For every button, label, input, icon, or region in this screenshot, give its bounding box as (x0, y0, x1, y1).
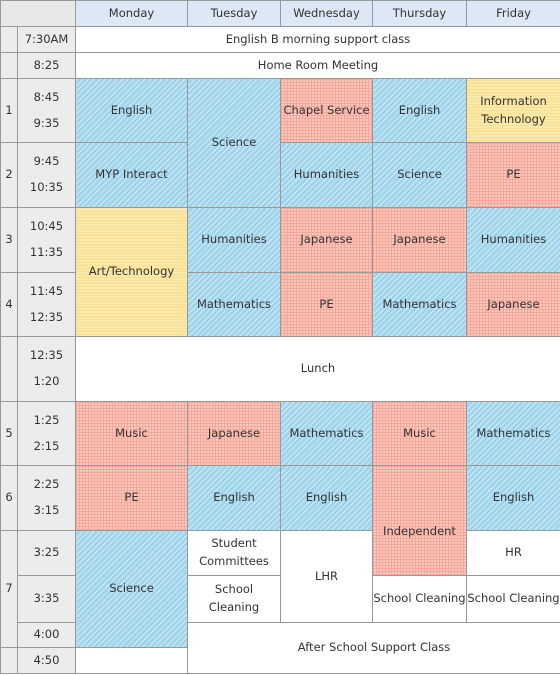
day-header-wednesday: Wednesday (280, 0, 373, 27)
class-cell: PE (280, 272, 373, 337)
class-cell: Science (75, 530, 188, 648)
class-cell: Mathematics (372, 272, 467, 337)
period-number: 6 (0, 465, 18, 531)
period-number: 4 (0, 272, 18, 337)
class-cell: PE (466, 142, 560, 208)
time-label: 3:25 (17, 530, 76, 576)
class-cell: Music (372, 401, 467, 466)
class-cell: Humanities (280, 142, 373, 208)
period-number: 3 (0, 207, 18, 273)
lunch-cell: Lunch (75, 336, 560, 402)
period-label-blank (0, 647, 18, 674)
period-number: 5 (0, 401, 18, 466)
class-cell: HR (466, 530, 560, 576)
end-time: 11:35 (29, 245, 64, 259)
class-cell: Japanese (372, 207, 467, 273)
period-label-blank (0, 336, 18, 402)
class-cell: English (466, 465, 560, 531)
period-label-blank (0, 52, 18, 79)
class-cell: Independent (372, 465, 467, 576)
class-cell: Science (187, 78, 281, 208)
class-cell: Mathematics (466, 401, 560, 466)
class-cell: Mathematics (280, 401, 373, 466)
period-number: 7 (0, 530, 18, 648)
start-time: 9:45 (33, 154, 60, 169)
morning-support-class: English B morning support class (75, 26, 560, 53)
period-time: 2:25 3:15 (17, 465, 76, 531)
class-cell: Student Committees (187, 530, 281, 576)
end-time: 1:20 (33, 374, 60, 388)
start-time: 10:45 (29, 219, 64, 234)
class-cell: Science (372, 142, 467, 208)
start-time: 8:45 (33, 89, 60, 104)
end-time: 3:15 (33, 503, 60, 517)
time-label: 4:50 (17, 647, 76, 674)
start-time: 2:25 (33, 477, 60, 492)
start-time: 12:35 (29, 348, 64, 363)
class-cell: Japanese (466, 272, 560, 337)
time-label: 3:35 (17, 575, 76, 623)
period-label-blank (0, 26, 18, 53)
class-cell: Art/Technology (75, 207, 188, 337)
lunch-time: 12:35 1:20 (17, 336, 76, 402)
time-label: 7:30AM (17, 26, 76, 53)
class-cell: English (187, 465, 281, 531)
class-cell: School Cleaning (372, 575, 467, 623)
end-time: 10:35 (29, 180, 64, 194)
after-school-support-class: After School Support Class (187, 622, 560, 674)
day-header-friday: Friday (466, 0, 560, 27)
end-time: 9:35 (33, 115, 60, 130)
class-cell: Information Technology (466, 78, 560, 143)
class-cell: English (75, 78, 188, 143)
class-cell: Mathematics (187, 272, 281, 337)
period-number: 2 (0, 142, 18, 208)
class-cell: Humanities (466, 207, 560, 273)
header-corner (0, 0, 76, 27)
period-time: 10:45 11:35 (17, 207, 76, 273)
time-label: 8:25 (17, 52, 76, 79)
day-header-tuesday: Tuesday (187, 0, 281, 27)
period-time: 1:25 2:15 (17, 401, 76, 466)
class-cell: Music (75, 401, 188, 466)
class-cell: Japanese (280, 207, 373, 273)
class-cell: Japanese (187, 401, 281, 466)
end-time: 12:35 (29, 309, 64, 324)
class-cell: PE (75, 465, 188, 531)
class-cell: English (280, 465, 373, 531)
period-time: 11:45 12:35 (17, 272, 76, 337)
end-time: 2:15 (33, 438, 60, 453)
class-cell: English (372, 78, 467, 143)
class-cell: LHR (280, 530, 373, 623)
start-time: 11:45 (29, 283, 64, 298)
class-cell: School Cleaning (466, 575, 560, 623)
start-time: 1:25 (33, 412, 60, 427)
class-cell: School Cleaning (187, 575, 281, 623)
day-header-monday: Monday (75, 0, 188, 27)
day-header-thursday: Thursday (372, 0, 467, 27)
empty-cell (75, 647, 188, 674)
period-time: 9:45 10:35 (17, 142, 76, 208)
period-number: 1 (0, 78, 18, 143)
time-label: 4:00 (17, 622, 76, 648)
class-cell: Chapel Service (280, 78, 373, 143)
home-room-meeting: Home Room Meeting (75, 52, 560, 79)
period-time: 8:45 9:35 (17, 78, 76, 143)
class-cell: Humanities (187, 207, 281, 273)
class-cell: MYP Interact (75, 142, 188, 208)
